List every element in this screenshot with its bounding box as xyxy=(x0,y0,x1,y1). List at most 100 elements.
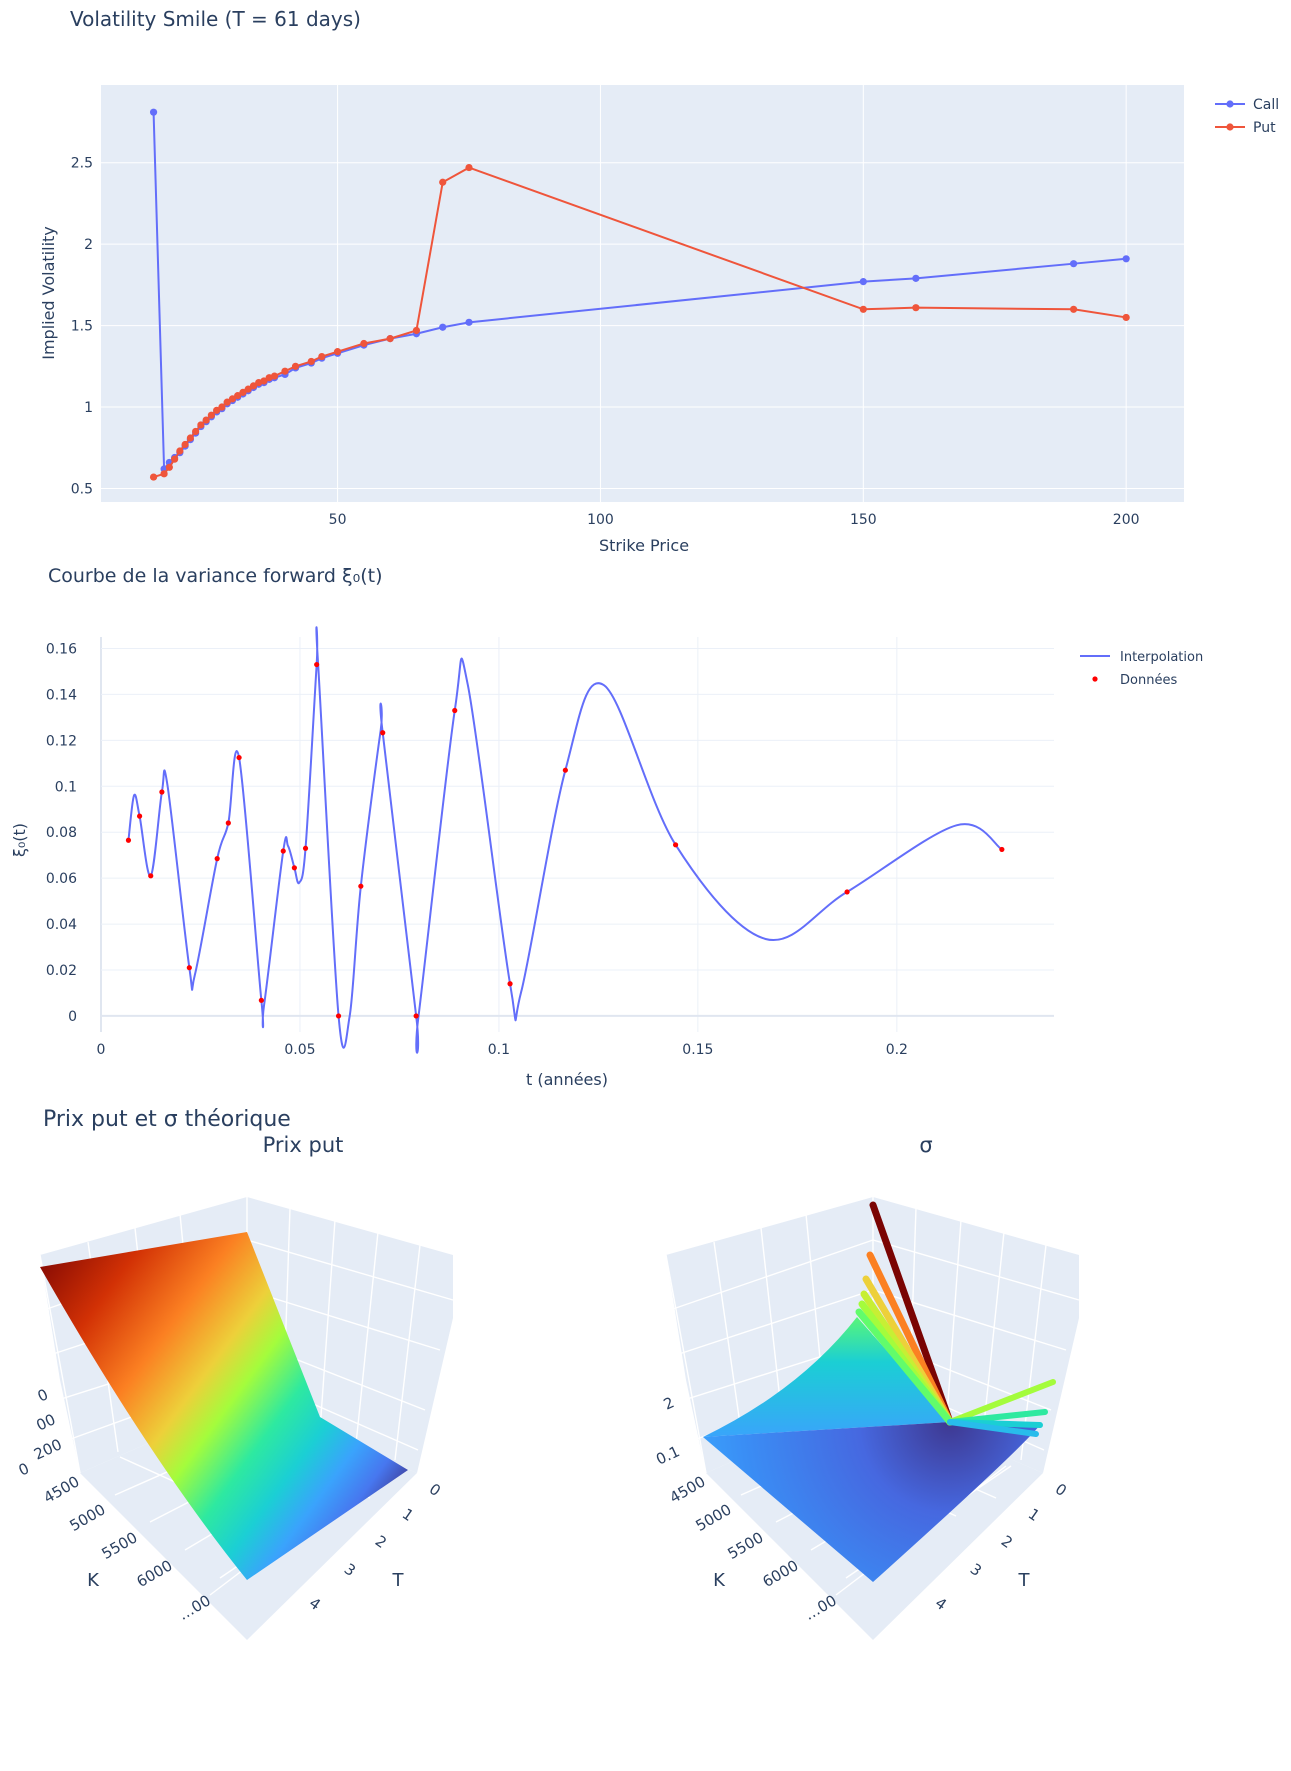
z-tick-label: 2 xyxy=(661,1393,677,1413)
y-axis-title: ξ₀(t) xyxy=(10,823,29,857)
sigma-surface-ridge xyxy=(855,1308,954,1426)
y-tick-label: 2.5 xyxy=(71,156,93,172)
data-point-put xyxy=(307,357,315,366)
y-tick-label: 1 xyxy=(84,400,93,416)
k-tick-label: 5000 xyxy=(66,1500,108,1535)
data-point xyxy=(258,997,264,1003)
data-point xyxy=(844,889,850,895)
y-tick-label: 0.14 xyxy=(46,687,77,703)
data-point-put xyxy=(333,348,342,356)
t-tick-label: 1 xyxy=(1025,1505,1043,1525)
z-tick-label: 0 xyxy=(16,1459,32,1479)
gridline xyxy=(355,1231,379,1445)
sigma-surface-back xyxy=(703,1317,950,1437)
data-point-call xyxy=(465,318,473,326)
sigma-surface-ridge xyxy=(947,1419,1039,1437)
y-tick-label: 0.16 xyxy=(46,641,77,657)
legend-item-interpolation[interactable]: Interpolation xyxy=(1080,650,1203,665)
y-tick-label: 0.02 xyxy=(46,963,77,979)
data-point-put xyxy=(176,447,184,455)
data-point xyxy=(335,1013,342,1019)
k-axis-title: K xyxy=(87,1570,100,1591)
data-point-put xyxy=(360,339,368,348)
legend-label: Call xyxy=(1253,97,1279,113)
data-point-put xyxy=(239,388,247,396)
y-tick-label: 0 xyxy=(68,1009,77,1025)
data-point-put xyxy=(186,434,194,442)
data-point xyxy=(186,965,192,971)
k-tick-label: 4500 xyxy=(666,1472,708,1507)
z-tick-label: 0 xyxy=(35,1385,51,1405)
x-tick-label: 150 xyxy=(850,512,877,528)
put-price-subplot-title: Prix put xyxy=(263,1133,344,1157)
x-axis-title: t (années) xyxy=(526,1070,608,1089)
t-tick-label: 3 xyxy=(967,1560,985,1580)
data-point xyxy=(148,873,154,879)
data-point-put xyxy=(181,440,189,449)
y-tick-label: 0.08 xyxy=(46,825,77,841)
data-point-put xyxy=(439,178,447,186)
data-point-put xyxy=(465,163,473,172)
gridline xyxy=(319,1219,336,1431)
x-tick-label: 0.15 xyxy=(682,1042,713,1058)
data-point-put xyxy=(213,406,221,414)
data-point-call xyxy=(439,323,447,331)
z-tick-label: 200 xyxy=(31,1435,65,1463)
data-point-put xyxy=(160,470,168,478)
interpolation-line xyxy=(127,626,1003,1054)
legend-item-call[interactable]: Call xyxy=(1215,97,1279,113)
data-point-put xyxy=(228,395,237,403)
sigma-surface-ridge xyxy=(869,1201,954,1426)
forward-variance-chart: Courbe de la variance forward ξ₀(t) 0 0.05… xyxy=(10,565,1203,1089)
t-tick-label: 4 xyxy=(306,1594,324,1614)
y-tick-label: 0.1 xyxy=(55,779,77,795)
data-point-put xyxy=(218,403,226,411)
data-point-put xyxy=(234,392,242,400)
volatility-smile-chart: Volatility Smile (T = 61 days)50 100 150 20… xyxy=(39,7,1279,555)
legend-item-put[interactable]: Put xyxy=(1215,120,1276,136)
gridline xyxy=(665,1254,707,1474)
y-tick-label: 2 xyxy=(84,237,93,253)
gridline xyxy=(39,1254,81,1474)
y-tick-label: 0.12 xyxy=(46,733,77,749)
data-point-put xyxy=(244,385,252,393)
gridline xyxy=(713,1241,745,1453)
x-tick-label: 0 xyxy=(97,1042,106,1058)
k-tick-label: 5500 xyxy=(98,1528,140,1563)
y-tick-label: 0.5 xyxy=(71,481,93,497)
data-point-call xyxy=(1069,260,1078,268)
gridline xyxy=(394,1244,421,1461)
data-point xyxy=(999,846,1005,853)
x-tick-label: 200 xyxy=(1113,512,1140,528)
chart-title: Volatility Smile (T = 61 days) xyxy=(70,7,361,31)
data-point xyxy=(302,845,309,851)
data-point-put xyxy=(260,377,268,385)
data-point-call xyxy=(1122,255,1130,263)
t-tick-label: 1 xyxy=(399,1505,417,1525)
legend-label: Interpolation xyxy=(1120,650,1203,665)
t-tick-label: 2 xyxy=(998,1532,1016,1552)
gridline xyxy=(675,1289,874,1356)
y-tick-label: 0.06 xyxy=(46,871,77,887)
legend-label: Put xyxy=(1253,120,1276,136)
x-tick-label: 0.2 xyxy=(886,1042,908,1058)
t-tick-label: 0 xyxy=(426,1480,444,1500)
data-point xyxy=(358,883,364,889)
sigma-surface xyxy=(703,1422,1040,1582)
surface-figure-title: Prix put et σ théorique xyxy=(43,1107,291,1132)
data-point-put xyxy=(912,304,920,312)
data-point-call xyxy=(859,278,867,286)
data-point-put xyxy=(171,455,179,463)
legend-item-donnees[interactable]: Données xyxy=(1092,673,1177,688)
data-point xyxy=(159,789,165,795)
data-point xyxy=(413,1013,419,1019)
legend-label: Données xyxy=(1120,673,1177,688)
y-axis-title: Implied Volatility xyxy=(39,226,58,360)
data-point-put xyxy=(1122,313,1130,322)
data-point-put xyxy=(249,382,258,390)
x-tick-label: 50 xyxy=(329,512,347,528)
gridline xyxy=(945,1219,962,1431)
data-point-put xyxy=(386,335,394,343)
